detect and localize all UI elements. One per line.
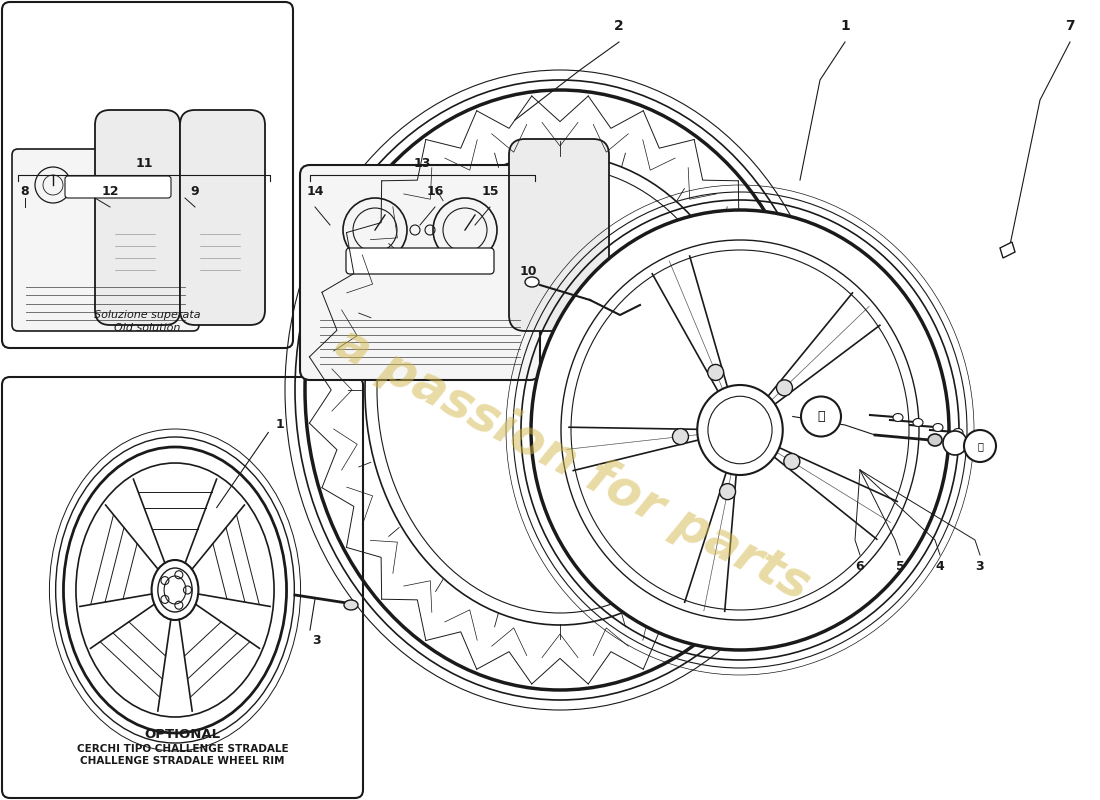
Ellipse shape <box>953 429 962 437</box>
FancyBboxPatch shape <box>95 110 180 325</box>
Text: 3: 3 <box>312 634 320 647</box>
FancyBboxPatch shape <box>300 165 540 380</box>
FancyBboxPatch shape <box>180 110 265 325</box>
FancyBboxPatch shape <box>2 377 363 798</box>
Ellipse shape <box>531 210 949 650</box>
Polygon shape <box>1000 242 1015 258</box>
Text: 8: 8 <box>21 185 30 198</box>
Text: 5: 5 <box>895 560 904 573</box>
Circle shape <box>777 380 792 396</box>
FancyBboxPatch shape <box>12 149 199 331</box>
Ellipse shape <box>697 385 783 475</box>
FancyBboxPatch shape <box>2 2 293 348</box>
Text: 1: 1 <box>276 418 285 431</box>
FancyBboxPatch shape <box>346 248 494 274</box>
Text: 16: 16 <box>427 185 443 198</box>
Text: 12: 12 <box>101 185 119 198</box>
Text: 13: 13 <box>414 157 431 170</box>
Text: Soluzione superata: Soluzione superata <box>95 310 201 320</box>
Text: 🐎: 🐎 <box>817 410 825 423</box>
Circle shape <box>719 484 736 500</box>
Text: CHALLENGE STRADALE WHEEL RIM: CHALLENGE STRADALE WHEEL RIM <box>80 756 285 766</box>
Ellipse shape <box>893 414 903 422</box>
FancyBboxPatch shape <box>509 139 609 331</box>
Text: 11: 11 <box>135 157 153 170</box>
Ellipse shape <box>344 600 358 610</box>
Ellipse shape <box>913 418 923 426</box>
Text: Old solution: Old solution <box>114 323 180 333</box>
Circle shape <box>672 429 689 445</box>
Text: 10: 10 <box>520 265 538 278</box>
Ellipse shape <box>571 250 909 610</box>
Ellipse shape <box>933 423 943 431</box>
Text: 2: 2 <box>614 19 624 33</box>
Text: 7: 7 <box>1065 19 1075 33</box>
Circle shape <box>801 397 842 437</box>
Text: 6: 6 <box>856 560 865 573</box>
Circle shape <box>784 454 800 470</box>
Text: CERCHI TIPO CHALLENGE STRADALE: CERCHI TIPO CHALLENGE STRADALE <box>77 744 288 754</box>
Circle shape <box>943 431 967 455</box>
Text: 🐎: 🐎 <box>977 441 983 451</box>
Text: 14: 14 <box>306 185 323 198</box>
Text: 3: 3 <box>976 560 984 573</box>
Circle shape <box>964 430 996 462</box>
FancyBboxPatch shape <box>65 176 170 198</box>
Text: OPTIONAL: OPTIONAL <box>144 728 221 741</box>
Circle shape <box>707 365 724 381</box>
Text: 1: 1 <box>840 19 850 33</box>
Ellipse shape <box>928 434 942 446</box>
Text: 4: 4 <box>936 560 945 573</box>
Text: 15: 15 <box>482 185 498 198</box>
Ellipse shape <box>525 277 539 287</box>
Text: a passion for parts: a passion for parts <box>327 318 817 610</box>
Text: 9: 9 <box>190 185 199 198</box>
